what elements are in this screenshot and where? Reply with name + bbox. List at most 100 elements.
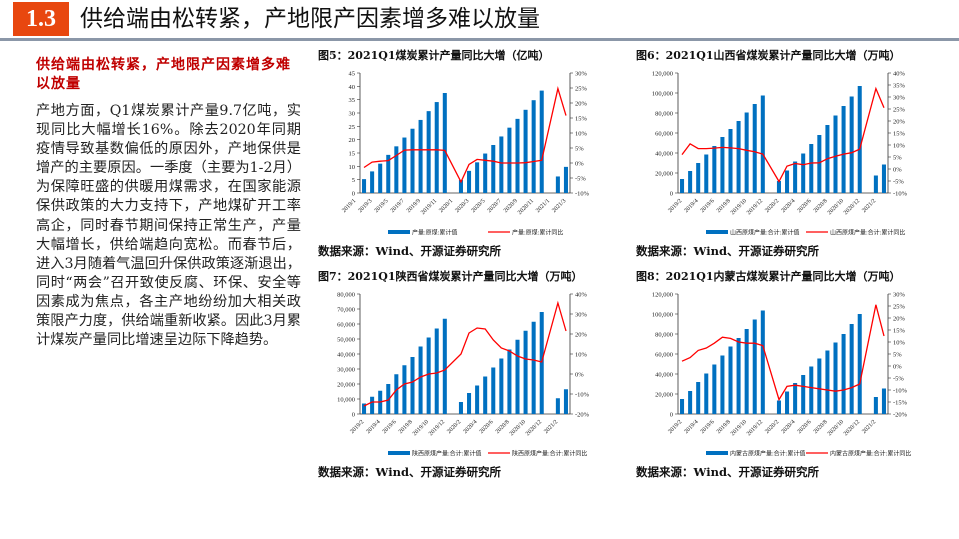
bar bbox=[752, 104, 757, 193]
y-tick-label: 45 bbox=[349, 71, 356, 78]
y2-tick-label: 30% bbox=[575, 312, 588, 319]
legend-bar-swatch bbox=[388, 230, 410, 234]
x-tick-label: 2019/10 bbox=[730, 419, 748, 437]
y2-tick-label: 25% bbox=[893, 107, 906, 114]
y-tick-label: 100,000 bbox=[652, 91, 673, 98]
bar bbox=[483, 153, 488, 193]
bar bbox=[752, 319, 757, 414]
y-tick-label: 80,000 bbox=[655, 111, 673, 118]
chart-title: 图5：2021Q1煤炭累计产量同比大增（亿吨） bbox=[318, 49, 550, 62]
y-tick-label: 40 bbox=[349, 84, 356, 91]
bar bbox=[760, 95, 765, 193]
bar bbox=[881, 388, 886, 414]
bar bbox=[402, 365, 407, 414]
y2-tick-label: 5% bbox=[893, 352, 902, 359]
y2-tick-label: 40% bbox=[893, 71, 906, 78]
y-tick-label: 0 bbox=[352, 191, 355, 198]
bar bbox=[793, 383, 798, 414]
y-tick-label: 30,000 bbox=[337, 367, 355, 374]
x-tick-label: 2019/3 bbox=[357, 198, 373, 214]
bar bbox=[841, 106, 846, 193]
bar bbox=[418, 119, 423, 193]
y-tick-label: 80,000 bbox=[337, 292, 355, 299]
y2-tick-label: 20% bbox=[575, 332, 588, 339]
x-tick-label: 2019/11 bbox=[420, 198, 438, 216]
bar bbox=[515, 118, 520, 193]
y-tick-label: 60,000 bbox=[655, 131, 673, 138]
bar bbox=[688, 391, 693, 414]
bar bbox=[696, 163, 701, 193]
chart-fig6: 0 20,000 40,000 60,000 80,000 100,000 120,000 -… bbox=[652, 71, 908, 237]
x-tick-label: 2020/5 bbox=[471, 198, 487, 214]
bar bbox=[499, 136, 504, 193]
y2-tick-label: 15% bbox=[893, 131, 906, 138]
bar bbox=[680, 179, 685, 193]
chart-fig5: 0 5 10 15 20 25 30 35 40 45 -10% -5% 0% 5% 10% 15% 20% 25… bbox=[341, 71, 589, 237]
bar bbox=[793, 161, 798, 193]
yoy-line bbox=[363, 300, 567, 407]
bar bbox=[434, 102, 439, 193]
legend-line-label: 陕西原煤产量:合计:累计同比 bbox=[512, 450, 587, 458]
slide-header: 1.3 供给端由松转紧，产地限产因素增多难以放量 bbox=[0, 0, 959, 38]
x-tick-label: 2020/10 bbox=[827, 419, 845, 437]
bar bbox=[507, 127, 512, 193]
chart-source: 数据来源：Wind、开源证券研究所 bbox=[318, 465, 501, 479]
bar bbox=[833, 115, 838, 193]
bar bbox=[563, 389, 568, 414]
bar bbox=[736, 121, 741, 193]
y2-tick-label: -5% bbox=[893, 376, 904, 383]
bar bbox=[531, 100, 536, 193]
x-tick-label: 2021/3 bbox=[551, 198, 567, 214]
bar bbox=[728, 129, 733, 193]
bar bbox=[696, 382, 701, 414]
bar bbox=[467, 393, 472, 414]
x-tick-label: 2020/1 bbox=[438, 198, 454, 214]
chart-fig7: 0 10,000 20,000 30,000 40,000 50,000 60,000 70,… bbox=[337, 292, 590, 458]
y-tick-label: 120,000 bbox=[652, 292, 673, 299]
bar bbox=[817, 135, 822, 193]
bar bbox=[873, 397, 878, 414]
bar bbox=[776, 181, 781, 193]
y2-tick-label: 10% bbox=[893, 340, 906, 347]
y2-tick-label: 25% bbox=[575, 86, 588, 93]
y-tick-label: 0 bbox=[352, 412, 355, 419]
bar bbox=[483, 376, 488, 414]
x-tick-label: 2020/3 bbox=[454, 198, 470, 214]
x-tick-label: 2020/2 bbox=[764, 419, 780, 435]
bar bbox=[523, 109, 528, 193]
y2-tick-label: -5% bbox=[575, 176, 586, 183]
y2-tick-label: 30% bbox=[893, 95, 906, 102]
bar bbox=[688, 171, 693, 193]
bar bbox=[378, 163, 383, 193]
x-tick-label: 2020/12 bbox=[843, 198, 861, 216]
y-tick-label: 120,000 bbox=[652, 71, 673, 78]
bar bbox=[744, 112, 749, 193]
bar bbox=[426, 111, 431, 193]
x-tick-label: 2020/2 bbox=[446, 419, 462, 435]
bar bbox=[720, 137, 725, 193]
x-tick-label: 2021/2 bbox=[861, 198, 877, 214]
x-tick-label: 2019/4 bbox=[684, 419, 700, 435]
bar bbox=[704, 154, 709, 193]
bar bbox=[475, 162, 480, 193]
bar bbox=[728, 346, 733, 414]
y-tick-label: 20 bbox=[349, 137, 356, 144]
slide-title: 供给端由松转紧，产地限产因素增多难以放量 bbox=[80, 6, 540, 32]
y2-tick-label: 30% bbox=[893, 292, 906, 299]
chart-source: 数据来源：Wind、开源证券研究所 bbox=[318, 244, 501, 258]
bar bbox=[458, 402, 463, 414]
y-tick-label: 70,000 bbox=[337, 307, 355, 314]
bar bbox=[394, 146, 399, 193]
y2-tick-label: 30% bbox=[575, 71, 588, 78]
bar bbox=[434, 328, 439, 414]
bar bbox=[801, 153, 806, 193]
y-tick-label: 10,000 bbox=[337, 397, 355, 404]
y-tick-label: 40,000 bbox=[337, 352, 355, 359]
x-tick-label: 2020/12 bbox=[843, 419, 861, 437]
bar bbox=[785, 391, 790, 414]
bar bbox=[410, 357, 415, 414]
y2-tick-label: 0% bbox=[575, 161, 584, 168]
chart-title: 图6：2021Q1山西省煤炭累计产量同比大增（万吨） bbox=[636, 49, 901, 62]
bar bbox=[362, 403, 367, 414]
x-tick-label: 2019/5 bbox=[374, 198, 390, 214]
